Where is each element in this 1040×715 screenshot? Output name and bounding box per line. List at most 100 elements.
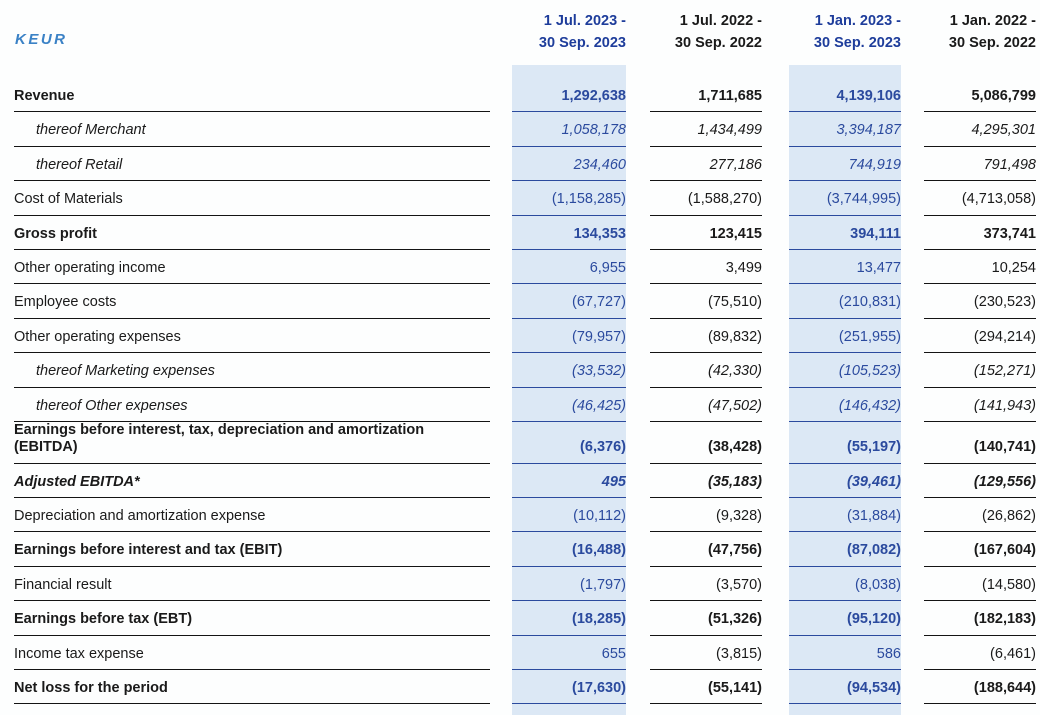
row-label: Other operating income [14, 250, 490, 285]
row-value: 134,353 [512, 216, 626, 250]
row-value: (9,328) [650, 498, 762, 533]
row-value: (39,461) [789, 464, 901, 499]
table-row: Earnings before interest, tax, depreciat… [0, 422, 1040, 464]
table-row: Financial result (1,797) (3,570) (8,038)… [0, 567, 1040, 602]
row-value: 1,058,178 [512, 112, 626, 147]
table-row: Depreciation and amortization expense (1… [0, 498, 1040, 533]
row-value: 3,499 [650, 250, 762, 285]
highlight-stripe-col-1 [512, 65, 626, 715]
row-value: 373,741 [924, 216, 1036, 250]
row-value: (167,604) [924, 532, 1036, 567]
table-row: Adjusted EBITDA* 495 (35,183) (39,461) (… [0, 464, 1040, 499]
row-value: (67,727) [512, 284, 626, 319]
row-label: Income tax expense [14, 636, 490, 671]
unit-label: KEUR [15, 31, 68, 48]
row-value: (182,183) [924, 601, 1036, 636]
row-value: (8,038) [789, 567, 901, 602]
table-row: Gross profit 134,353 123,415 394,111 373… [0, 216, 1040, 250]
row-value: (141,943) [924, 388, 1036, 422]
row-value: 655 [512, 636, 626, 671]
row-label: Other operating expenses [14, 319, 490, 354]
row-value: (152,271) [924, 353, 1036, 388]
row-label: Earnings before tax (EBT) [14, 601, 490, 636]
row-value: (35,183) [650, 464, 762, 499]
table-row: Earnings before tax (EBT) (18,285) (51,3… [0, 601, 1040, 636]
row-value: 1,292,638 [512, 78, 626, 113]
row-label: thereof Other expenses [14, 388, 490, 422]
row-value: 277,186 [650, 147, 762, 182]
column-header-q3-2023: 1 Jul. 2023 - 30 Sep. 2023 [512, 11, 626, 55]
row-label: Adjusted EBITDA* [14, 464, 490, 499]
row-value: (3,570) [650, 567, 762, 602]
table-row: Net loss for the period (17,630) (55,141… [0, 670, 1040, 705]
column-header-9m-2022: 1 Jan. 2022 - 30 Sep. 2022 [924, 11, 1036, 55]
row-value: 234,460 [512, 147, 626, 182]
row-value: (10,112) [512, 498, 626, 533]
row-value: 495 [512, 464, 626, 499]
row-value: (31,884) [789, 498, 901, 533]
row-value: 123,415 [650, 216, 762, 250]
table-header: KEUR 1 Jul. 2023 - 30 Sep. 2023 1 Jul. 2… [0, 0, 1040, 78]
row-value: (105,523) [789, 353, 901, 388]
row-value: 394,111 [789, 216, 901, 250]
row-label: Earnings before interest, tax, depreciat… [14, 422, 490, 464]
row-label: Cost of Materials [14, 181, 490, 216]
row-value: (230,523) [924, 284, 1036, 319]
row-value: (6,461) [924, 636, 1036, 671]
table-row: Other operating expenses (79,957) (89,83… [0, 319, 1040, 354]
row-label: Financial result [14, 567, 490, 602]
row-value: 5,086,799 [924, 78, 1036, 113]
row-value: (3,815) [650, 636, 762, 671]
row-value: (6,376) [512, 422, 626, 464]
row-value: (18,285) [512, 601, 626, 636]
row-value: (1,588,270) [650, 181, 762, 216]
table-row: Other operating income 6,955 3,499 13,47… [0, 250, 1040, 285]
row-value: 1,434,499 [650, 112, 762, 147]
row-label: Gross profit [14, 216, 490, 250]
row-value: 4,139,106 [789, 78, 901, 113]
row-label: Net loss for the period [14, 670, 490, 705]
row-value: (95,120) [789, 601, 901, 636]
column-header-q3-2022: 1 Jul. 2022 - 30 Sep. 2022 [650, 11, 762, 55]
row-value: 3,394,187 [789, 112, 901, 147]
row-value: (33,532) [512, 353, 626, 388]
row-value: (38,428) [650, 422, 762, 464]
column-header-line: 1 Jul. 2022 - [679, 13, 762, 29]
row-value: (89,832) [650, 319, 762, 354]
row-value: (42,330) [650, 353, 762, 388]
column-header-line: 30 Sep. 2023 [813, 34, 901, 51]
row-value: (140,741) [924, 422, 1036, 464]
row-label: thereof Merchant [14, 112, 490, 147]
row-label: Revenue [14, 78, 490, 113]
row-value: (1,158,285) [512, 181, 626, 216]
row-value: 791,498 [924, 147, 1036, 182]
table-row: Cost of Materials (1,158,285) (1,588,270… [0, 181, 1040, 216]
column-header-9m-2023: 1 Jan. 2023 - 30 Sep. 2023 [789, 11, 901, 55]
table-rows: Revenue 1,292,638 1,711,685 4,139,106 5,… [0, 78, 1040, 705]
table-row: thereof Merchant 1,058,178 1,434,499 3,3… [0, 112, 1040, 147]
column-header-line: 1 Jan. 2022 - [949, 13, 1036, 29]
row-value: (251,955) [789, 319, 901, 354]
row-value: (47,756) [650, 532, 762, 567]
highlight-stripe-col-3 [789, 65, 901, 715]
row-value: (4,713,058) [924, 181, 1036, 216]
column-header-line: 30 Sep. 2023 [538, 34, 626, 51]
row-value: (188,644) [924, 670, 1036, 705]
row-value: (55,141) [650, 670, 762, 705]
row-value: 6,955 [512, 250, 626, 285]
row-value: (26,862) [924, 498, 1036, 533]
row-value: (210,831) [789, 284, 901, 319]
table-row: thereof Marketing expenses (33,532) (42,… [0, 353, 1040, 388]
row-value: (79,957) [512, 319, 626, 354]
row-value: (14,580) [924, 567, 1036, 602]
row-value: 1,711,685 [650, 78, 762, 113]
table-row: thereof Other expenses (46,425) (47,502)… [0, 388, 1040, 422]
row-label: thereof Retail [14, 147, 490, 182]
row-value: (146,432) [789, 388, 901, 422]
row-label: thereof Marketing expenses [14, 353, 490, 388]
column-header-line: 1 Jan. 2023 - [814, 13, 901, 29]
row-value: (87,082) [789, 532, 901, 567]
row-value: (1,797) [512, 567, 626, 602]
row-value: 4,295,301 [924, 112, 1036, 147]
